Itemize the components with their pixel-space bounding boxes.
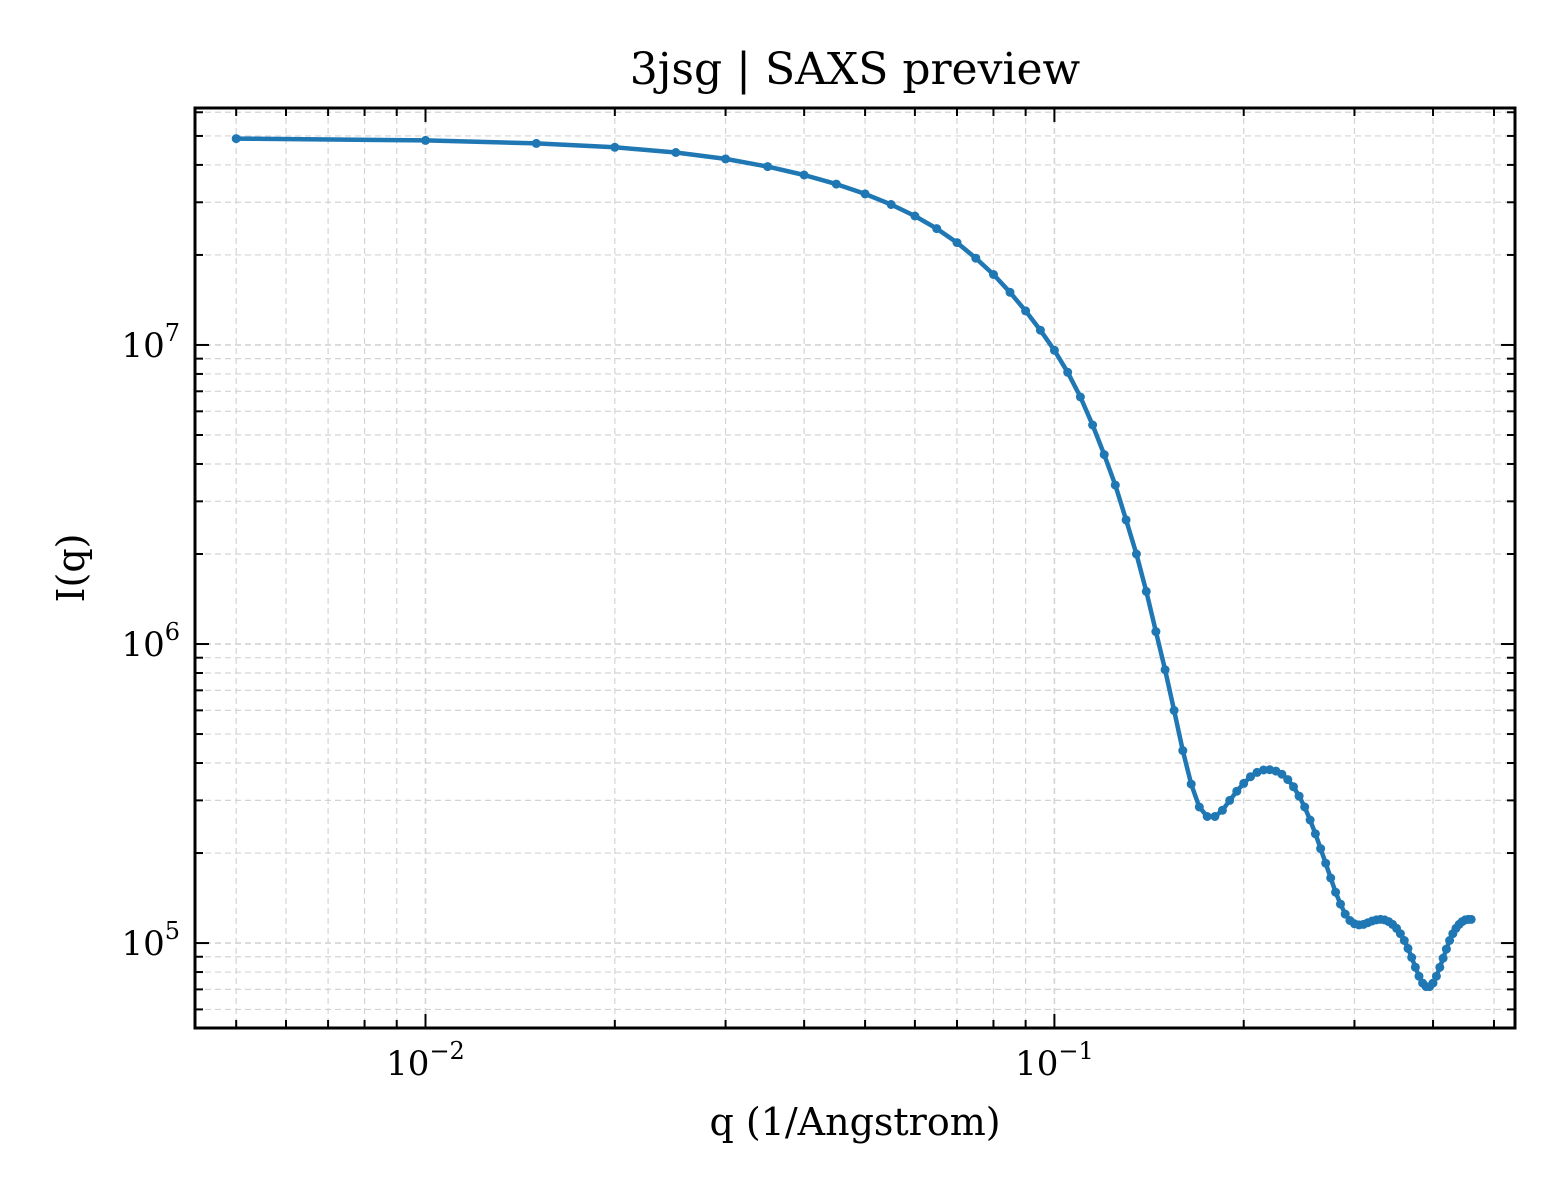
data-point <box>910 211 920 221</box>
data-point <box>1414 971 1424 981</box>
data-point <box>1289 782 1298 792</box>
plot-area <box>231 134 1476 992</box>
data-point <box>1232 786 1242 796</box>
data-point <box>1202 812 1212 821</box>
data-point <box>1395 929 1405 939</box>
data-point <box>1321 858 1331 868</box>
series-line <box>233 136 1474 989</box>
data-point <box>531 138 541 148</box>
data-point <box>831 179 841 189</box>
data-point <box>860 189 870 199</box>
axis-ticks: 10−2 10−1 105 106 107 <box>121 108 1515 1084</box>
x-tick-label: 10−1 <box>1015 1037 1094 1084</box>
data-point <box>1225 795 1235 805</box>
data-point <box>1331 887 1341 897</box>
data-point <box>1049 345 1059 355</box>
data-point <box>1121 515 1131 525</box>
data-point <box>1399 936 1409 945</box>
data-point <box>1063 367 1073 377</box>
data-point <box>1021 306 1031 316</box>
grid <box>195 108 1515 1028</box>
data-point <box>421 135 430 145</box>
data-point <box>1403 943 1413 953</box>
data-point <box>1246 772 1255 782</box>
data-point <box>610 142 620 152</box>
data-point <box>1160 665 1170 675</box>
data-point <box>1194 802 1204 812</box>
data-point <box>231 134 241 144</box>
data-point <box>1326 873 1336 883</box>
x-axis-label: q (1/Angstrom) <box>709 1100 1000 1144</box>
data-point <box>1110 480 1120 490</box>
plot-frame <box>193 106 1517 1030</box>
data-point <box>989 270 998 279</box>
data-point <box>952 238 962 248</box>
data-point <box>1131 549 1141 559</box>
data-point <box>671 148 681 157</box>
y-tick-label: 105 <box>121 917 180 964</box>
y-tick-label: 106 <box>121 618 180 665</box>
data-point <box>932 224 942 234</box>
data-point <box>1340 909 1350 919</box>
data-point <box>1305 815 1315 825</box>
data-point <box>1431 971 1441 981</box>
data-point <box>1441 944 1451 954</box>
data-point <box>1407 953 1417 962</box>
data-point <box>1239 778 1249 788</box>
data-point <box>763 162 773 172</box>
data-point <box>1141 586 1151 596</box>
data-point <box>799 170 809 180</box>
data-point <box>1428 978 1438 988</box>
data-point <box>886 200 896 209</box>
data-point <box>1435 962 1445 972</box>
data-point <box>971 253 981 263</box>
data-point <box>1099 450 1109 460</box>
data-point <box>1075 392 1085 402</box>
data-point <box>1300 802 1310 812</box>
data-point <box>1445 936 1455 945</box>
y-tick-label: 107 <box>121 319 180 366</box>
chart-title: 3jsg | SAXS preview <box>630 44 1081 95</box>
data-point <box>721 154 731 164</box>
data-point <box>1169 705 1179 715</box>
data-point <box>1316 844 1326 854</box>
data-point <box>1151 627 1161 637</box>
data-point <box>1186 779 1196 789</box>
data-point <box>1310 829 1320 839</box>
data-point <box>1005 287 1015 297</box>
data-point <box>1466 914 1476 924</box>
data-point <box>1088 420 1098 430</box>
x-tick-label: 10−2 <box>386 1037 465 1084</box>
y-axis-label: I(q) <box>49 534 93 603</box>
data-point <box>1217 805 1227 815</box>
data-point <box>1210 812 1220 821</box>
data-point <box>1178 746 1188 756</box>
data-point <box>1294 791 1304 801</box>
data-point <box>1438 953 1448 963</box>
data-point <box>1336 899 1345 909</box>
data-point <box>1410 962 1420 972</box>
data-point <box>1035 325 1045 335</box>
data-point <box>1277 769 1287 779</box>
data-point <box>1283 775 1293 785</box>
